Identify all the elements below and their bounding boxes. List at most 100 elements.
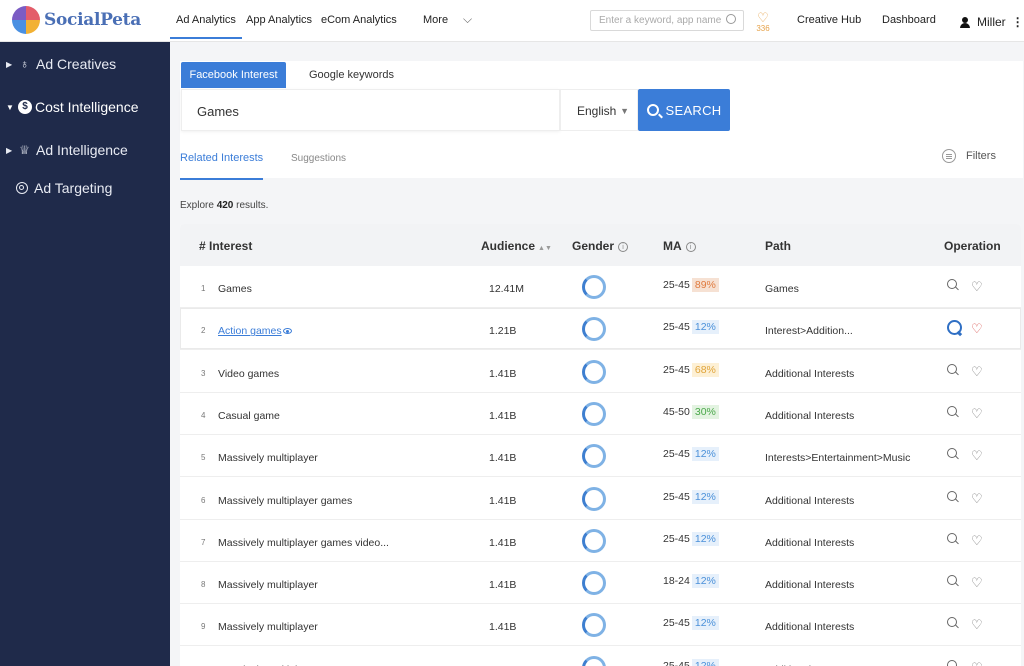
filters-button[interactable]: Filters: [942, 149, 996, 163]
heart-icon[interactable]: ♡: [971, 448, 983, 464]
nav-ecom-analytics[interactable]: eCom Analytics: [321, 14, 397, 26]
table-row[interactable]: 2 Action games 1.21B 25-45 12% Interest>Addit…: [180, 308, 1021, 351]
audience-value: 1.21B: [489, 325, 517, 338]
info-icon[interactable]: i: [685, 242, 696, 252]
sort-icon[interactable]: ▲▼: [538, 245, 552, 252]
interest-label: Video games: [218, 367, 280, 380]
table-row[interactable]: 8 Massively multiplayer 1.41B 18-24 12% Addit…: [180, 562, 1021, 605]
path-value: Additional Interests: [765, 494, 855, 507]
ma-percent-badge: 12%: [691, 447, 719, 462]
audience-value: 1.41B: [489, 494, 517, 507]
interest-name[interactable]: Action games: [218, 325, 292, 337]
target-icon: [16, 182, 28, 194]
language-select[interactable]: English ▼: [560, 89, 638, 131]
header-audience[interactable]: Audience ▲▼: [481, 239, 552, 253]
explore-suffix: results.: [236, 200, 269, 211]
sidebar-item-cost-intelligence[interactable]: ▼ $ Cost Intelligence: [6, 99, 139, 115]
interest-search-input[interactable]: Games: [181, 89, 560, 131]
row-index: 8: [201, 580, 206, 590]
tab-related-interests[interactable]: Related Interests: [180, 152, 264, 180]
interest-label: Massively multiplayer: [218, 452, 318, 465]
search-icon[interactable]: [947, 405, 959, 418]
logo-mark-icon: [12, 6, 40, 34]
header-ma-label: MA: [663, 239, 682, 253]
header-ma: MA i: [663, 239, 696, 253]
tab-suggestions[interactable]: Suggestions: [291, 153, 347, 164]
search-icon[interactable]: [947, 448, 959, 460]
table-row[interactable]: 4 Casual game 1.41B 45-50 30% Additional Inte…: [180, 392, 1021, 435]
row-index: 9: [201, 622, 206, 632]
search-icon[interactable]: [947, 659, 959, 666]
more-vertical-icon[interactable]: ⋮: [1011, 15, 1024, 29]
info-icon[interactable]: i: [618, 242, 629, 252]
favorites-button[interactable]: ♡ 336: [755, 11, 771, 33]
caret-down-icon: ▼: [620, 106, 629, 116]
sidebar-item-ad-creatives[interactable]: ▶ ♁ Ad Creatives: [6, 56, 116, 72]
user-menu[interactable]: Miller ⋮: [960, 15, 1024, 29]
logo-text: SocialPeta: [44, 10, 141, 30]
global-search-input[interactable]: Enter a keyword, app name: [590, 10, 744, 31]
table-row[interactable]: 6 Massively multiplayer games 1.41B 25-45 12…: [180, 477, 1021, 520]
audience-value: 12.41M: [489, 283, 525, 295]
filters-label: Filters: [966, 150, 996, 162]
sidebar-item-ad-intelligence[interactable]: ▶ ♕ Ad Intelligence: [6, 142, 128, 158]
interest-name: Massively multiplayer: [218, 452, 318, 464]
heart-icon[interactable]: ♡: [971, 405, 983, 421]
results-count: 420: [216, 200, 234, 211]
heart-icon[interactable]: ♡: [971, 490, 983, 506]
search-icon[interactable]: [947, 490, 959, 503]
ma-percent-badge: 12%: [691, 489, 719, 504]
table-row[interactable]: 3 Video games 1.41B 25-45 68% Additional Inte…: [180, 350, 1021, 393]
tab-google-keywords[interactable]: Google keywords: [309, 69, 394, 81]
search-icon[interactable]: [947, 532, 959, 545]
gender-donut-icon: [582, 359, 606, 384]
header-interest[interactable]: # Interest: [199, 239, 253, 253]
nav-more[interactable]: More: [423, 14, 449, 26]
user-name: Miller: [977, 15, 1006, 29]
ma-cell: 25-45 89%: [663, 278, 719, 292]
sidebar-item-ad-targeting[interactable]: Ad Targeting: [6, 180, 112, 196]
ma-cell: 25-45 12%: [663, 489, 719, 504]
nav-ad-analytics[interactable]: Ad Analytics: [170, 14, 242, 39]
nav-dashboard[interactable]: Dashboard: [882, 14, 936, 26]
table-row[interactable]: 9 Massively multiplayer 1.41B 25-45 12% Addit…: [180, 604, 1021, 647]
audience-value: 1.41B: [489, 409, 517, 422]
search-icon[interactable]: [947, 617, 959, 629]
gender-donut-icon: [582, 528, 606, 553]
gender-donut-icon: [582, 613, 606, 638]
table-row[interactable]: 5 Massively multiplayer 1.41B 25-45 12% Inter…: [180, 435, 1021, 478]
logo[interactable]: SocialPeta: [12, 6, 141, 34]
age-range: 25-45: [663, 617, 690, 630]
eye-icon[interactable]: [282, 328, 292, 335]
heart-icon[interactable]: ♡: [971, 617, 983, 633]
nav-app-analytics[interactable]: App Analytics: [246, 14, 313, 26]
age-range: 25-45: [663, 448, 690, 461]
search-icon[interactable]: [947, 279, 959, 291]
nav-creative-hub[interactable]: Creative Hub: [797, 14, 862, 26]
search-icon[interactable]: [726, 14, 736, 24]
table-row[interactable]: 1 Games 12.41M 25-45 89% Games ♡: [180, 266, 1021, 308]
sidebar-item-label: Ad Targeting: [34, 180, 113, 196]
interest-label: Games: [218, 283, 252, 295]
search-icon[interactable]: [947, 575, 959, 587]
search-icon[interactable]: [947, 320, 962, 336]
interest-label[interactable]: Action games: [218, 325, 282, 338]
heart-icon[interactable]: ♡: [971, 321, 983, 337]
path-value: Additional Interests: [765, 621, 855, 634]
heart-icon[interactable]: ♡: [971, 661, 983, 666]
path-value: Interests>Entertainment>Music: [765, 452, 911, 465]
heart-icon[interactable]: ♡: [971, 575, 983, 591]
heart-icon[interactable]: ♡: [971, 363, 983, 379]
heart-icon[interactable]: ♡: [971, 532, 983, 548]
table-row[interactable]: 7 Massively multiplayer games video... 1.4…: [180, 519, 1021, 562]
chevron-down-icon[interactable]: ⌵: [463, 12, 473, 26]
search-icon: [646, 104, 659, 116]
row-index: 3: [201, 368, 206, 378]
ma-cell: 25-45 12%: [663, 320, 719, 335]
search-icon[interactable]: [947, 363, 959, 376]
heart-icon[interactable]: ♡: [971, 279, 983, 294]
search-button[interactable]: SEARCH: [638, 89, 730, 131]
tab-facebook-interest[interactable]: Facebook Interest: [181, 62, 286, 88]
path-value: Additional Interests: [765, 579, 855, 592]
